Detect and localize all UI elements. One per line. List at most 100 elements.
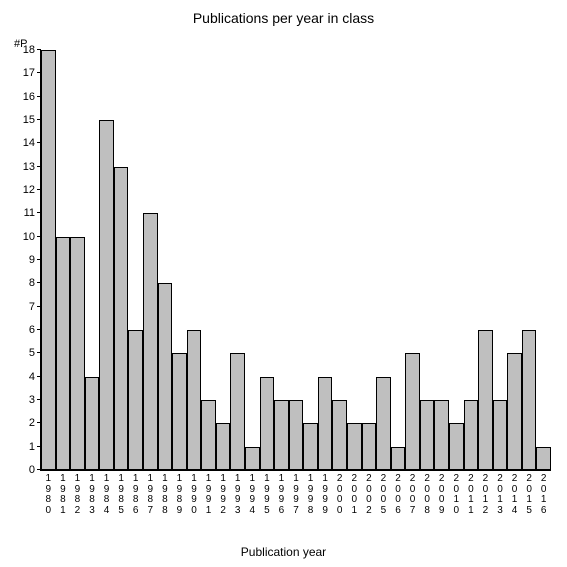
x-tick-label: 2000 xyxy=(332,470,347,516)
y-tick-label: 15 xyxy=(23,114,41,126)
x-tick-label: 1983 xyxy=(85,470,100,516)
x-tick-label: 1998 xyxy=(303,470,318,516)
bar xyxy=(376,377,391,470)
bar xyxy=(70,237,85,470)
x-tick-label: 2014 xyxy=(507,470,522,516)
y-tick-mark xyxy=(37,119,41,120)
x-tick-label: 1990 xyxy=(187,470,202,516)
bar xyxy=(420,400,435,470)
y-tick-label: 7 xyxy=(29,301,41,313)
bar xyxy=(85,377,100,470)
x-tick-label: 2005 xyxy=(376,470,391,516)
x-tick-label: 1997 xyxy=(289,470,304,516)
publications-bar-chart: Publications per year in class #P 012345… xyxy=(0,0,567,567)
y-tick-label: 18 xyxy=(23,44,41,56)
x-tick-label: 2010 xyxy=(449,470,464,516)
y-tick-label: 12 xyxy=(23,184,41,196)
bar xyxy=(347,423,362,470)
bar xyxy=(114,167,129,470)
y-tick-mark xyxy=(37,236,41,237)
bar xyxy=(405,353,420,470)
y-tick-mark xyxy=(37,166,41,167)
y-tick-mark xyxy=(37,259,41,260)
x-tick-label: 1991 xyxy=(201,470,216,516)
x-tick-label: 2002 xyxy=(362,470,377,516)
x-tick-label: 1996 xyxy=(274,470,289,516)
bar xyxy=(464,400,479,470)
bar xyxy=(216,423,231,470)
y-tick-mark xyxy=(37,96,41,97)
x-tick-label: 2011 xyxy=(464,470,479,516)
bar xyxy=(536,447,551,470)
x-tick-label: 1988 xyxy=(158,470,173,516)
y-tick-label: 13 xyxy=(23,161,41,173)
y-tick-mark xyxy=(37,422,41,423)
y-tick-label: 14 xyxy=(23,137,41,149)
x-tick-label: 1987 xyxy=(143,470,158,516)
x-tick-label: 1986 xyxy=(128,470,143,516)
x-tick-label: 2001 xyxy=(347,470,362,516)
x-tick-label: 2015 xyxy=(522,470,537,516)
x-tick-label: 1999 xyxy=(318,470,333,516)
bar xyxy=(187,330,202,470)
bar xyxy=(391,447,406,470)
bar xyxy=(449,423,464,470)
y-tick-label: 1 xyxy=(29,441,41,453)
y-tick-label: 0 xyxy=(29,464,41,476)
y-tick-mark xyxy=(37,72,41,73)
x-tick-label: 2008 xyxy=(420,470,435,516)
bar xyxy=(478,330,493,470)
y-tick-mark xyxy=(37,282,41,283)
bar xyxy=(318,377,333,470)
bar xyxy=(507,353,522,470)
plot-area: 0123456789101112131415161718 19801981198… xyxy=(40,50,551,471)
x-tick-label: 1995 xyxy=(260,470,275,516)
x-tick-label: 2009 xyxy=(434,470,449,516)
y-tick-label: 3 xyxy=(29,394,41,406)
bar xyxy=(41,50,56,470)
x-tick-label: 1994 xyxy=(245,470,260,516)
bar xyxy=(434,400,449,470)
y-tick-label: 16 xyxy=(23,91,41,103)
bar xyxy=(289,400,304,470)
y-tick-label: 6 xyxy=(29,324,41,336)
y-tick-label: 5 xyxy=(29,347,41,359)
y-tick-mark xyxy=(37,446,41,447)
y-tick-mark xyxy=(37,352,41,353)
x-tick-label: 1980 xyxy=(41,470,56,516)
y-tick-mark xyxy=(37,189,41,190)
bar xyxy=(99,120,114,470)
bar xyxy=(245,447,260,470)
x-tick-label: 2007 xyxy=(405,470,420,516)
y-tick-label: 17 xyxy=(23,67,41,79)
bar xyxy=(56,237,71,470)
bar xyxy=(362,423,377,470)
x-axis-title: Publication year xyxy=(0,545,567,559)
bar xyxy=(522,330,537,470)
y-tick-label: 10 xyxy=(23,231,41,243)
y-tick-label: 8 xyxy=(29,277,41,289)
bar xyxy=(493,400,508,470)
x-tick-label: 1985 xyxy=(114,470,129,516)
x-tick-label: 2012 xyxy=(478,470,493,516)
y-tick-mark xyxy=(37,142,41,143)
bar xyxy=(230,353,245,470)
y-tick-label: 11 xyxy=(24,207,41,219)
y-tick-label: 4 xyxy=(29,371,41,383)
x-tick-label: 1989 xyxy=(172,470,187,516)
bar xyxy=(201,400,216,470)
bar xyxy=(143,213,158,470)
x-tick-label: 2006 xyxy=(391,470,406,516)
y-tick-mark xyxy=(37,306,41,307)
x-tick-label: 1992 xyxy=(216,470,231,516)
bar xyxy=(128,330,143,470)
bar xyxy=(260,377,275,470)
chart-title: Publications per year in class xyxy=(0,10,567,26)
y-tick-mark xyxy=(37,49,41,50)
x-tick-label: 1993 xyxy=(230,470,245,516)
y-tick-mark xyxy=(37,376,41,377)
bars-group xyxy=(41,50,551,470)
x-tick-label: 1982 xyxy=(70,470,85,516)
bar xyxy=(274,400,289,470)
bar xyxy=(158,283,173,470)
